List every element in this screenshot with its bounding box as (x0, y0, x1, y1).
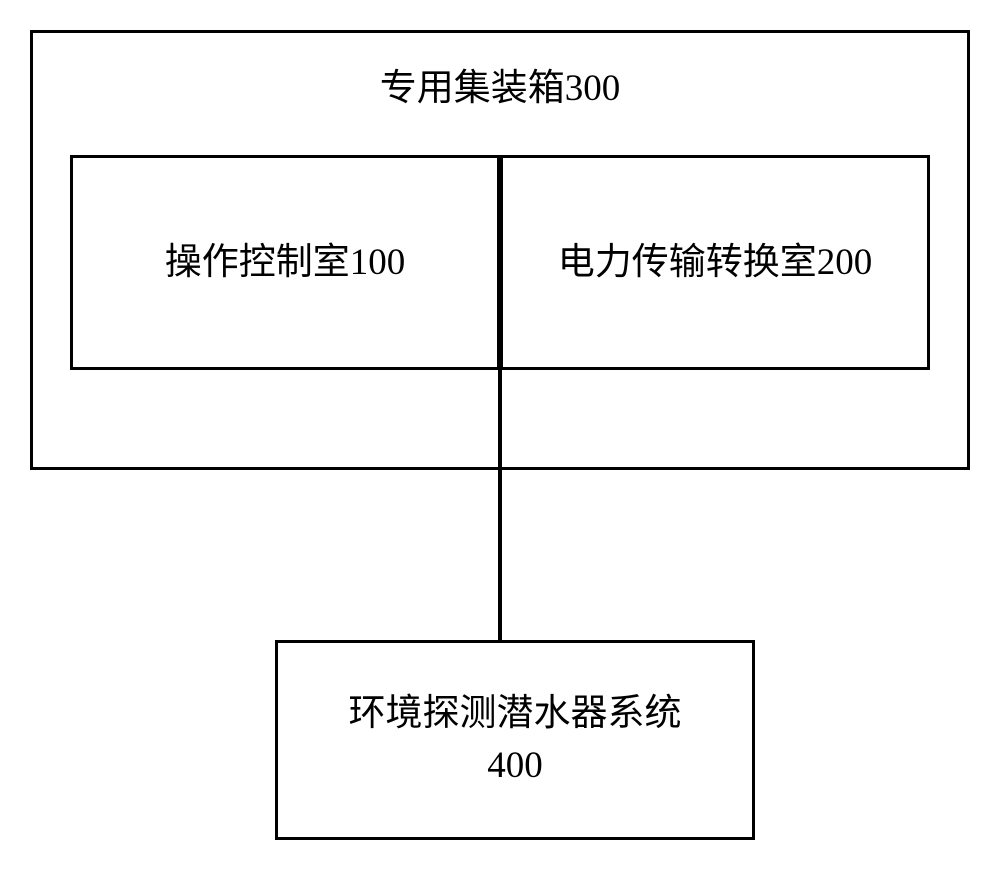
connector-line (498, 370, 502, 640)
control-room-label: 操作控制室100 (165, 237, 406, 289)
submersible-system-label-line2: 400 (487, 740, 543, 792)
control-room-box: 操作控制室100 (70, 155, 500, 370)
power-room-box: 电力传输转换室200 (500, 155, 930, 370)
power-room-label: 电力传输转换室200 (558, 237, 873, 289)
submersible-system-box: 环境探测潜水器系统 400 (275, 640, 755, 840)
submersible-system-label-line1: 环境探测潜水器系统 (349, 688, 682, 740)
outer-container-label: 专用集装箱300 (380, 68, 621, 109)
